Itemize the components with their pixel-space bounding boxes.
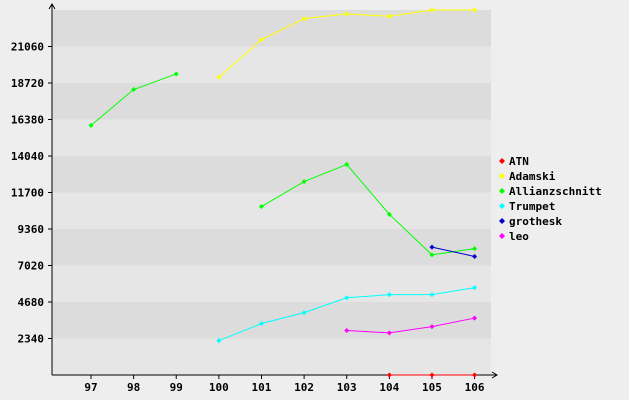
data-point-trumpet <box>258 321 264 327</box>
data-point-adamski <box>344 11 350 17</box>
legend-marker-allianzschnitt <box>499 188 505 194</box>
grid-band <box>52 302 491 339</box>
data-point-allianzschnitt <box>386 211 392 217</box>
grid-band <box>52 229 491 266</box>
data-point-leo <box>344 328 350 334</box>
x-axis-arrow <box>491 371 498 379</box>
y-axis-ticks: 2340 4680 7020 9360 11700 14040 16380 18720 2106… <box>11 41 52 346</box>
grid-band <box>52 83 491 120</box>
y-tick-label: 11700 <box>11 187 44 200</box>
data-point-leo <box>472 315 478 321</box>
legend-marker-grothesk <box>499 218 505 224</box>
grid-bands <box>52 10 491 375</box>
series-trumpet <box>216 285 478 344</box>
x-tick-label: 103 <box>337 381 357 394</box>
data-point-atn <box>472 372 478 378</box>
data-point-adamski <box>258 37 264 43</box>
data-point-adamski <box>472 7 478 13</box>
legend-label-allianzschnitt: Allianzschnitt <box>509 185 602 198</box>
data-point-adamski <box>216 74 222 80</box>
y-tick-label: 21060 <box>11 41 44 54</box>
data-point-allianzschnitt <box>173 71 179 77</box>
x-tick-label: 97 <box>84 381 97 394</box>
data-point-leo <box>386 330 392 336</box>
y-tick-label: 16380 <box>11 114 44 127</box>
x-tick-label: 104 <box>379 381 399 394</box>
data-point-allianzschnitt <box>131 87 137 93</box>
x-tick-label: 105 <box>422 381 442 394</box>
legend-marker-leo <box>499 233 505 239</box>
series-line-allianzschnitt <box>261 163 475 256</box>
grid-band <box>52 156 491 193</box>
data-point-adamski <box>429 7 435 13</box>
legend-marker-atn <box>499 158 505 164</box>
series-line-leo <box>346 317 475 334</box>
data-point-trumpet <box>344 295 350 301</box>
grid-band <box>52 10 491 47</box>
data-point-grothesk <box>429 244 435 250</box>
data-point-atn <box>386 372 392 378</box>
y-tick-label: 2340 <box>18 333 45 346</box>
x-tick-label: 102 <box>294 381 314 394</box>
series-atn <box>386 372 478 378</box>
y-axis-arrow <box>48 3 56 10</box>
legend-label-grothesk: grothesk <box>509 215 562 228</box>
x-axis-ticks: 97 98 99 100 101 102 103 104 105 106 <box>84 375 485 394</box>
data-point-adamski <box>386 13 392 19</box>
x-tick-label: 99 <box>170 381 183 394</box>
data-point-trumpet <box>386 292 392 298</box>
data-point-trumpet <box>301 310 307 316</box>
grid-band <box>52 265 491 302</box>
data-point-allianzschnitt <box>258 204 264 210</box>
legend-label-trumpet: Trumpet <box>509 200 555 213</box>
series-lines <box>88 7 478 378</box>
data-point-allianzschnitt <box>88 122 94 128</box>
legend-label-leo: leo <box>509 230 529 243</box>
x-tick-label: 106 <box>465 381 485 394</box>
grid-band <box>52 192 491 229</box>
data-point-grothesk <box>472 253 478 259</box>
legend-marker-adamski <box>499 173 505 179</box>
y-tick-label: 14040 <box>11 150 44 163</box>
legend-label-adamski: Adamski <box>509 170 556 183</box>
x-tick-label: 101 <box>252 381 272 394</box>
legend-marker-trumpet <box>499 203 505 209</box>
series-leo <box>344 315 478 336</box>
grid-band <box>52 46 491 83</box>
y-tick-label: 7020 <box>18 260 45 273</box>
y-tick-label: 9360 <box>18 223 45 236</box>
series-line-grothesk <box>431 246 475 257</box>
series-adamski <box>216 7 478 80</box>
y-tick-label: 4680 <box>18 296 45 309</box>
x-tick-label: 98 <box>127 381 140 394</box>
data-point-allianzschnitt <box>344 161 350 167</box>
legend: ATN Adamski Allianzschnitt Trumpet grothesk l… <box>499 155 602 243</box>
grid-band <box>52 119 491 156</box>
series-grothesk <box>429 244 478 259</box>
x-tick-label: 100 <box>209 381 229 394</box>
data-point-allianzschnitt <box>472 246 478 252</box>
data-point-trumpet <box>472 285 478 291</box>
data-point-adamski <box>301 16 307 22</box>
series-allianzschnitt <box>88 71 478 258</box>
data-point-atn <box>429 372 435 378</box>
grid-band <box>52 338 491 375</box>
y-tick-label: 18720 <box>11 77 44 90</box>
legend-label-atn: ATN <box>509 155 529 168</box>
data-point-leo <box>429 324 435 330</box>
data-point-allianzschnitt <box>301 179 307 185</box>
data-point-trumpet <box>216 338 222 344</box>
data-point-trumpet <box>429 292 435 298</box>
data-point-allianzschnitt <box>429 252 435 258</box>
